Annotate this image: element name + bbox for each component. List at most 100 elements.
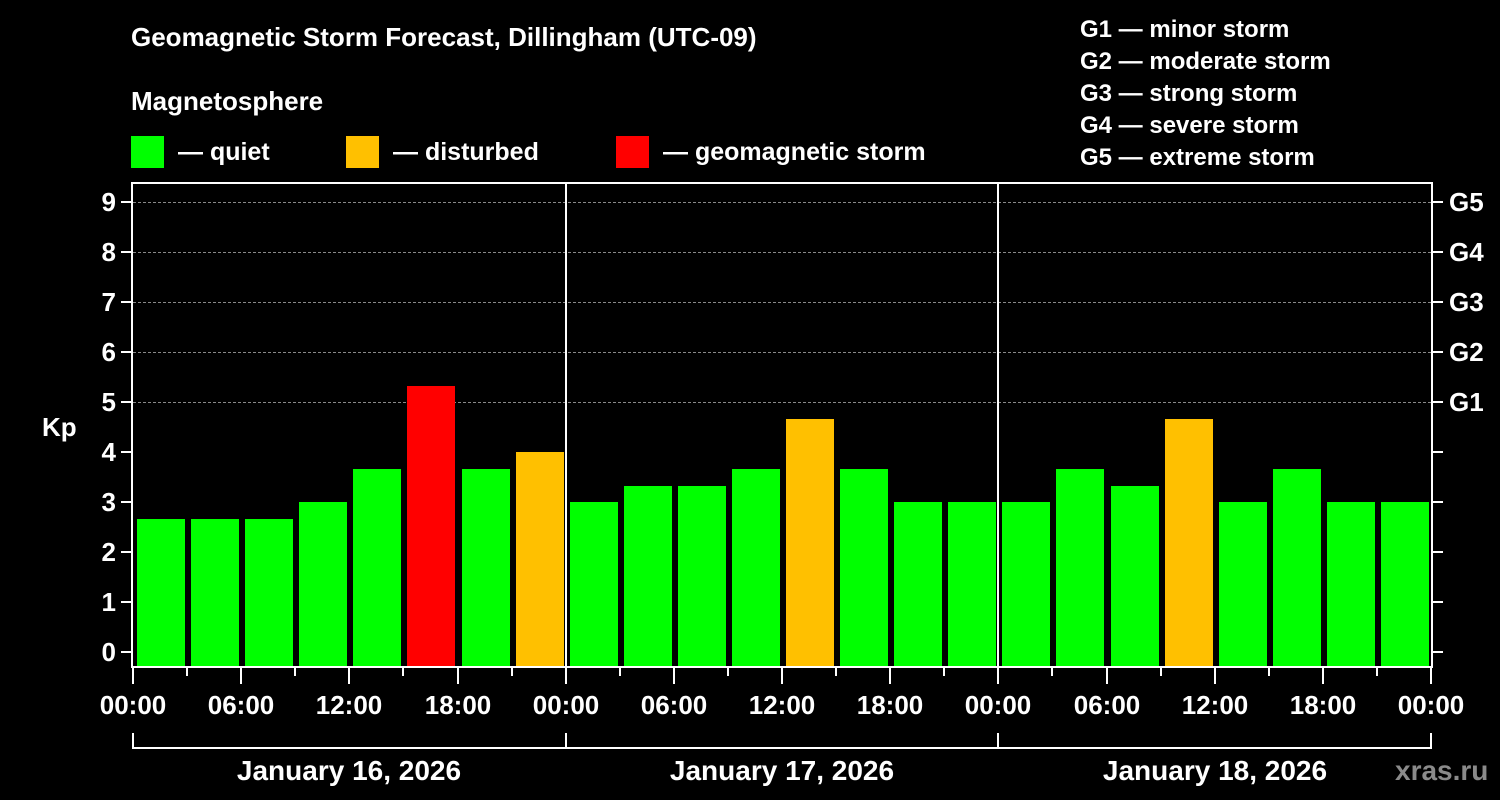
kp-bar	[786, 419, 834, 666]
x-tick-label: 00:00	[1397, 690, 1465, 720]
x-tick-major	[565, 668, 567, 684]
kp-bar	[570, 502, 618, 666]
y-tick-label: 8	[101, 237, 116, 267]
g5-legend: G5 — extreme storm	[1080, 144, 1315, 171]
y-tick-label: 1	[101, 587, 116, 617]
kp-bar	[191, 519, 239, 666]
g4-legend: G4 — severe storm	[1080, 112, 1299, 139]
x-tick-minor	[835, 668, 837, 676]
g-scale-label: G1	[1449, 387, 1484, 417]
y-tick-label: 3	[101, 487, 116, 517]
kp-bar	[462, 469, 510, 666]
kp-bar	[1165, 419, 1213, 666]
y-tick-right	[1433, 451, 1443, 453]
legend-quiet-label: — quiet	[178, 137, 270, 166]
x-tick-major	[1430, 668, 1432, 684]
plot-frame	[131, 182, 1433, 668]
x-tick-minor	[1160, 668, 1162, 676]
day-bracket-tick	[1430, 733, 1432, 749]
kp-bar	[732, 469, 780, 666]
x-tick-minor	[186, 668, 188, 676]
g2-legend: G2 — moderate storm	[1080, 48, 1331, 75]
kp-bar	[137, 519, 185, 666]
x-tick-label: 12:00	[1181, 690, 1249, 720]
day-bracket-line	[133, 747, 1432, 749]
y-tick-left	[121, 301, 131, 303]
kp-bar	[1056, 469, 1104, 666]
g-scale-label: G3	[1449, 287, 1484, 317]
kp-bar	[1111, 486, 1159, 666]
kp-bar	[948, 502, 996, 666]
y-tick-label: 9	[101, 187, 116, 217]
x-tick-minor	[511, 668, 513, 676]
y-tick-left	[121, 401, 131, 403]
g-scale-label: G4	[1449, 237, 1484, 267]
y-axis-label: Kp	[42, 412, 77, 442]
y-tick-left	[121, 601, 131, 603]
legend-quiet: — quiet	[131, 135, 270, 169]
y-tick-right	[1433, 301, 1443, 303]
chart-title: Geomagnetic Storm Forecast, Dillingham (…	[131, 22, 757, 52]
y-tick-label: 0	[101, 637, 116, 667]
y-tick-right	[1433, 551, 1443, 553]
x-tick-major	[1322, 668, 1324, 684]
x-tick-major	[997, 668, 999, 684]
gridline	[133, 302, 1431, 303]
x-tick-minor	[1268, 668, 1270, 676]
kp-bar	[299, 502, 347, 666]
x-tick-major	[673, 668, 675, 684]
g-scale-label: G2	[1449, 337, 1484, 367]
kp-bar	[1273, 469, 1321, 666]
legend-storm: — geomagnetic storm	[616, 135, 926, 169]
day-bracket-tick	[132, 733, 134, 749]
day-label: January 18, 2026	[1102, 755, 1328, 786]
g-scale-legend: G1 — minor storm G2 — moderate storm G3 …	[1080, 14, 1331, 174]
day-bracket-tick	[565, 733, 567, 749]
kp-bar	[516, 452, 564, 666]
y-tick-label: 6	[101, 337, 116, 367]
kp-bar	[1219, 502, 1267, 666]
y-tick-right	[1433, 651, 1443, 653]
y-tick-right	[1433, 501, 1443, 503]
y-tick-label: 7	[101, 287, 116, 317]
kp-bar	[1381, 502, 1429, 666]
kp-bar	[624, 486, 672, 666]
kp-bar	[678, 486, 726, 666]
y-tick-left	[121, 551, 131, 553]
x-tick-label: 06:00	[640, 690, 708, 720]
y-tick-label: 2	[101, 537, 116, 567]
x-tick-major	[457, 668, 459, 684]
x-tick-minor	[943, 668, 945, 676]
legend-disturbed-label: — disturbed	[393, 137, 539, 166]
day-separator	[565, 182, 567, 668]
x-tick-major	[1106, 668, 1108, 684]
x-tick-label: 00:00	[964, 690, 1032, 720]
x-tick-minor	[727, 668, 729, 676]
x-tick-label: 18:00	[1289, 690, 1357, 720]
kp-bar	[407, 386, 455, 666]
day-separator	[997, 182, 999, 668]
x-tick-label: 18:00	[856, 690, 924, 720]
x-tick-major	[240, 668, 242, 684]
y-tick-right	[1433, 201, 1443, 203]
gridline	[133, 252, 1431, 253]
x-tick-label: 18:00	[424, 690, 492, 720]
gridline	[133, 202, 1431, 203]
kp-bar	[840, 469, 888, 666]
g3-legend: G3 — strong storm	[1080, 80, 1298, 107]
y-tick-right	[1433, 251, 1443, 253]
gridline	[133, 352, 1431, 353]
x-tick-minor	[1051, 668, 1053, 676]
x-tick-label: 00:00	[99, 690, 167, 720]
y-tick-right	[1433, 351, 1443, 353]
y-tick-label: 4	[101, 437, 116, 467]
g1-legend: G1 — minor storm	[1080, 16, 1290, 43]
y-tick-right	[1433, 401, 1443, 403]
kp-bar	[894, 502, 942, 666]
g-scale-label: G5	[1449, 187, 1484, 217]
y-tick-left	[121, 351, 131, 353]
kp-bar	[353, 469, 401, 666]
legend-disturbed: — disturbed	[346, 135, 539, 169]
x-tick-major	[781, 668, 783, 684]
y-tick-left	[121, 501, 131, 503]
